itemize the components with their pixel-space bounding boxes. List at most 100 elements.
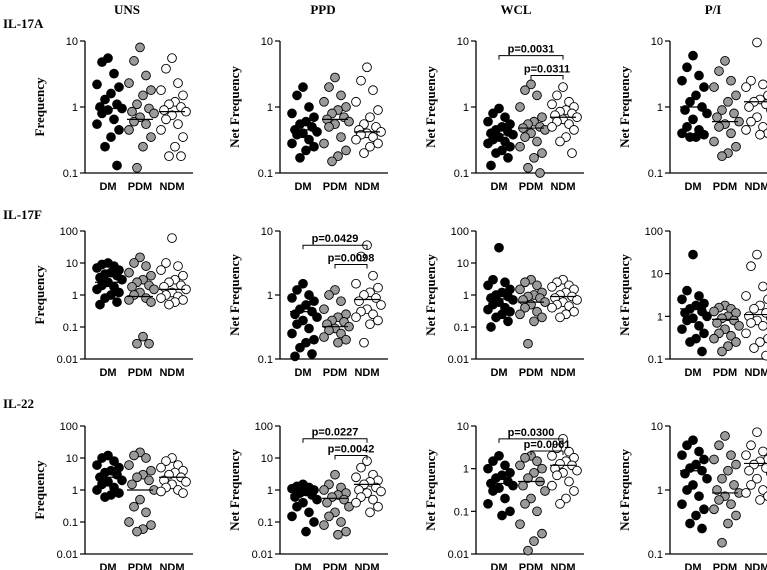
data-point-dm (100, 492, 110, 502)
data-point-ndm (758, 79, 767, 90)
y-tick-label: 1 (657, 485, 663, 497)
data-point-dm (677, 324, 687, 335)
data-point-pdm (529, 467, 539, 478)
column-titles: UNS PPD WCL P/I (114, 2, 721, 17)
data-point-dm (488, 456, 498, 467)
y-tick-label: 100 (60, 421, 78, 433)
data-point-dm (307, 349, 317, 359)
data-point-dm (682, 315, 692, 326)
x-tick-label: NDM (744, 367, 767, 379)
data-point-dm (304, 134, 314, 145)
data-point-pdm (319, 520, 329, 530)
data-point-pdm (324, 82, 334, 92)
data-point-dm (312, 494, 322, 505)
y-tick-label: 0.1 (63, 168, 78, 180)
data-point-pdm (319, 332, 329, 342)
data-point-pdm (714, 122, 724, 132)
data-point-pdm (330, 469, 340, 480)
data-point-pdm (146, 465, 156, 476)
y-axis-label: Net Frequency (423, 449, 438, 531)
data-point-pdm (709, 306, 719, 317)
panels: 0.1 1 10 Frequency DM PDM NDM 0.1 1 10 Net Frequen… (32, 36, 767, 570)
data-point-ndm (547, 122, 557, 132)
data-point-dm (309, 112, 319, 123)
x-tick-label: DM (294, 562, 311, 570)
data-point-ndm (749, 303, 759, 314)
data-point-ndm (178, 132, 188, 142)
data-point-ndm (359, 337, 369, 348)
p-value-label: p=0.0098 (328, 252, 375, 264)
data-point-dm (309, 141, 319, 152)
data-point-dm (304, 323, 314, 334)
p-value-label: p=0.0042 (328, 443, 375, 455)
data-point-ndm (561, 493, 571, 504)
data-point-pdm (726, 499, 736, 510)
data-point-pdm (144, 338, 154, 349)
data-point-pdm (319, 485, 329, 495)
x-tick-label: DM (294, 181, 311, 193)
data-point-dm (117, 475, 127, 486)
data-point-ndm (354, 296, 364, 307)
significance-bracket (302, 244, 368, 250)
data-point-dm (694, 491, 704, 502)
data-point-ndm (555, 498, 565, 509)
data-point-pdm (129, 56, 139, 66)
data-point-dm (486, 322, 496, 332)
data-point-dm (97, 108, 107, 119)
data-point-dm (309, 334, 319, 345)
data-point-pdm (709, 136, 719, 147)
data-point-dm (505, 141, 515, 152)
x-tick-label: PDM (128, 181, 152, 193)
data-point-pdm (146, 520, 156, 530)
data-point-dm (114, 488, 124, 498)
p-value-label: p=0.0061 (524, 439, 571, 451)
data-point-dm (112, 160, 122, 171)
y-tick-label: 0.01 (57, 549, 78, 561)
y-tick-label: 10 (651, 421, 663, 433)
data-point-dm (702, 108, 712, 119)
significance-bracket (302, 438, 368, 443)
p-value-label: p=0.0227 (312, 427, 359, 439)
x-tick-label: PDM (128, 367, 152, 379)
y-axis-label: Net Frequency (227, 449, 242, 531)
data-point-dm (503, 316, 513, 327)
x-tick-label: PDM (519, 367, 543, 379)
data-point-pdm (709, 82, 719, 92)
data-point-ndm (351, 134, 361, 145)
data-point-dm (500, 277, 510, 288)
data-point-pdm (731, 459, 741, 470)
data-point-pdm (709, 504, 719, 515)
row-label-il17a: IL-17A (3, 16, 44, 31)
y-tick-label: 1 (267, 290, 273, 302)
x-tick-label: DM (490, 367, 507, 379)
y-tick-label: 0.1 (648, 168, 663, 180)
data-point-pdm (146, 85, 156, 96)
y-axis-label: Net Frequency (617, 66, 632, 148)
data-point-dm (112, 297, 122, 307)
data-point-ndm (572, 465, 582, 476)
data-point-pdm (729, 108, 739, 119)
data-point-pdm (529, 536, 539, 547)
data-point-pdm (127, 106, 137, 117)
data-point-dm (682, 122, 692, 132)
data-point-dm (295, 152, 305, 163)
data-point-dm (488, 486, 498, 496)
data-point-ndm (365, 507, 375, 518)
data-point-dm (680, 468, 690, 479)
data-point-dm (685, 96, 695, 107)
y-axis-label: Net Frequency (227, 66, 242, 148)
x-tick-label: NDM (744, 181, 767, 193)
y-tick-label: 10 (66, 36, 78, 48)
row-labels: IL-17A IL-17F IL-22 (3, 16, 44, 411)
y-axis-label: Frequency (32, 77, 47, 136)
data-point-ndm (547, 99, 557, 110)
data-point-ndm (356, 75, 366, 86)
data-point-dm (301, 145, 311, 156)
y-axis-label: Net Frequency (617, 449, 632, 531)
y-tick-label: 10 (457, 421, 469, 433)
x-tick-label: DM (684, 367, 701, 379)
data-point-dm (304, 507, 314, 518)
data-point-pdm (731, 90, 741, 101)
data-point-dm (685, 518, 695, 529)
data-point-ndm (373, 315, 383, 326)
